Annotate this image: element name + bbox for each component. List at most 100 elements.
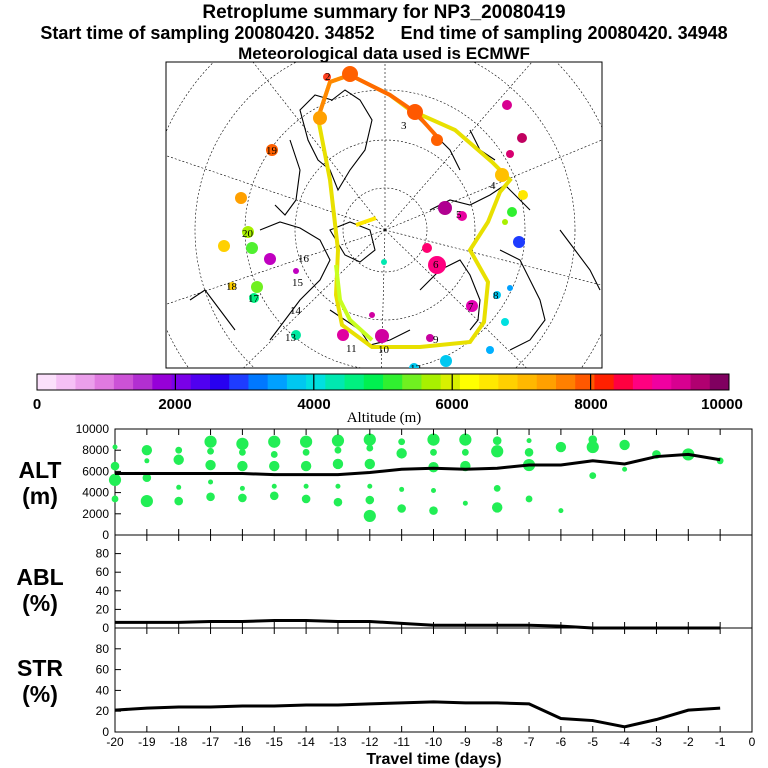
alt-particle-point — [270, 451, 278, 458]
alt-particle-point — [586, 440, 599, 454]
alt-particle-point — [269, 491, 279, 501]
map-dot — [293, 268, 299, 274]
map-label: 11 — [346, 343, 357, 355]
map-dot — [440, 355, 452, 367]
map-day-labels: 2 3 4 5 6 7 8 9 10 11 12 13 14 15 16 17 … — [226, 71, 499, 368]
colorbar-cell — [652, 374, 672, 390]
alt-particle-point — [461, 448, 469, 456]
alt-particle-point — [144, 458, 150, 464]
alt-particle-point — [622, 466, 628, 472]
map-label: 7 — [468, 301, 474, 313]
alt-y-tick-label: 6000 — [82, 464, 109, 478]
alt-particle-point — [236, 437, 249, 450]
colorbar-cell — [709, 374, 730, 390]
alt-particle-point — [555, 441, 567, 453]
colorbar-cell — [344, 374, 365, 390]
alt-particle-point — [173, 454, 184, 465]
abl-y-labels: 0 20 40 60 80 — [96, 547, 110, 635]
map-dot — [337, 329, 349, 341]
x-tick-label: -5 — [587, 735, 598, 749]
colorbar-cell — [556, 374, 576, 390]
map-dot — [407, 104, 423, 120]
coastlines — [189, 89, 601, 351]
map-dot — [381, 259, 387, 265]
end-time-label: End time of sampling 20080420. 34948 — [400, 23, 728, 43]
map-dot — [507, 285, 513, 291]
map-dot — [228, 282, 236, 290]
map-dot — [466, 300, 478, 312]
colorbar-cell — [613, 374, 634, 390]
colorbar-cell — [517, 374, 538, 390]
colorbar-cell — [325, 374, 346, 390]
x-axis-title: Travel time (days) — [366, 751, 501, 768]
alt-particle-point — [492, 502, 503, 513]
colorbar-cell — [267, 374, 288, 390]
alt-particle-point — [334, 446, 342, 454]
abl-y-tick-label: 0 — [102, 621, 109, 635]
colorbar-cell — [171, 374, 192, 390]
x-tick-label: -6 — [556, 735, 567, 749]
alt-scatter — [108, 433, 724, 523]
str-frame — [114, 627, 753, 733]
map-dot — [513, 236, 525, 248]
alt-particle-point — [142, 473, 152, 483]
x-tick-label: -16 — [234, 735, 252, 749]
x-tick-label: -3 — [651, 735, 662, 749]
alt-y-tick-label: 8000 — [82, 443, 109, 457]
map-dot — [342, 66, 358, 82]
alt-y-tick-label: 4000 — [82, 486, 109, 500]
map-dot — [323, 73, 331, 81]
alt-y-tick-label: 2000 — [82, 507, 109, 521]
alt-particle-point — [300, 435, 313, 448]
map-dot — [235, 192, 247, 204]
alt-particle-point — [526, 438, 532, 444]
x-tick-label: -17 — [202, 735, 220, 749]
x-tick-label: -20 — [106, 735, 124, 749]
alt-particle-point — [429, 506, 438, 515]
x-tick-label: -11 — [393, 735, 410, 749]
alt-particle-point — [112, 444, 118, 450]
alt-particle-point — [141, 445, 153, 456]
str-y-tick-label: 80 — [96, 642, 110, 656]
met-data-label: Meteorological data used is ECMWF — [238, 44, 530, 63]
start-time-label: Start time of sampling 20080420. 34852 — [40, 23, 375, 43]
abl-axis-title: ABL (%) — [16, 564, 63, 616]
alt-particle-point — [302, 448, 310, 456]
map-label: 4 — [490, 180, 496, 192]
abl-y-tick-label: 20 — [96, 602, 110, 616]
alt-particle-point — [110, 461, 120, 471]
map-label: 20 — [242, 228, 254, 240]
plume-path-green — [334, 264, 374, 342]
plume-path-high — [349, 73, 442, 142]
colorbar-cell — [152, 374, 173, 390]
alt-particle-point — [205, 459, 216, 471]
map-dot — [375, 329, 389, 343]
colorbar-cell — [594, 374, 615, 390]
x-tick-label: -9 — [460, 735, 471, 749]
colorbar-cell — [671, 374, 692, 390]
alt-particle-point — [301, 494, 311, 504]
x-tick-label: -2 — [683, 735, 694, 749]
alt-particle-point — [492, 436, 502, 445]
alt-particle-point — [364, 458, 375, 470]
map-dot — [501, 318, 509, 326]
alt-particle-point — [333, 497, 343, 507]
alt-particle-point — [332, 458, 344, 470]
sampling-times: Start time of sampling 20080420. 34852 En… — [0, 23, 768, 44]
alt-particle-point — [397, 504, 406, 513]
alt-particle-point — [268, 435, 281, 448]
map-dot — [251, 281, 263, 293]
colorbar-title: Altitude (m) — [347, 410, 422, 426]
colorbar-cell — [56, 374, 76, 390]
x-tick-label: -12 — [361, 735, 379, 749]
colorbar-cell — [37, 374, 57, 390]
colorbar-cell — [190, 374, 211, 390]
colorbar-cell — [402, 374, 422, 390]
alt-particle-point — [208, 479, 214, 485]
alt-particle-point — [430, 448, 437, 456]
map-dot — [438, 201, 452, 215]
colorbar: 0 2000 4000 6000 8000 10000 Altitude (m) — [33, 373, 743, 426]
colorbar-cell — [248, 374, 269, 390]
colorbar-cell — [363, 374, 384, 390]
alt-particle-point — [108, 473, 122, 486]
